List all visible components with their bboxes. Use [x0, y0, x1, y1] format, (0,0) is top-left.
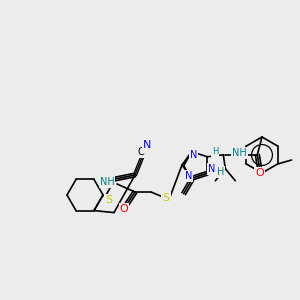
Text: N: N: [143, 140, 151, 150]
Text: H: H: [217, 167, 224, 177]
Text: NH: NH: [232, 148, 247, 158]
Text: C: C: [138, 147, 144, 157]
Text: H: H: [212, 147, 218, 156]
Text: N: N: [185, 171, 192, 181]
Text: O: O: [255, 168, 264, 178]
Text: N: N: [190, 150, 197, 160]
Text: NH: NH: [100, 177, 114, 187]
Text: N: N: [208, 164, 215, 174]
Text: O: O: [120, 204, 128, 214]
Text: S: S: [105, 195, 112, 205]
Text: S: S: [162, 193, 169, 203]
